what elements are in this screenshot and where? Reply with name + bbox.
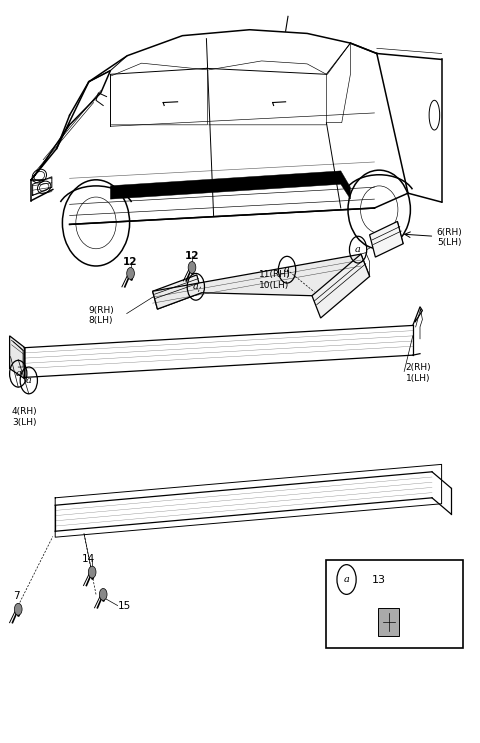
Text: a: a (355, 245, 361, 254)
Polygon shape (312, 254, 370, 318)
Text: a: a (284, 265, 290, 274)
Text: 13: 13 (372, 574, 386, 585)
Text: 6(RH)
5(LH): 6(RH) 5(LH) (437, 228, 463, 247)
Text: a: a (26, 376, 32, 385)
Circle shape (88, 566, 96, 578)
Text: a: a (344, 575, 349, 584)
Polygon shape (153, 275, 202, 309)
Circle shape (99, 588, 107, 600)
Text: 9(RH)
8(LH): 9(RH) 8(LH) (89, 306, 115, 325)
Bar (378, 609, 399, 637)
Circle shape (127, 267, 134, 279)
Text: 2(RH)
1(LH): 2(RH) 1(LH) (406, 363, 431, 383)
Text: a: a (193, 282, 199, 291)
Polygon shape (110, 171, 350, 199)
Text: 12: 12 (185, 250, 199, 261)
Polygon shape (153, 254, 370, 309)
Text: 4(RH)
3(LH): 4(RH) 3(LH) (12, 407, 37, 426)
Text: 14: 14 (82, 554, 96, 564)
Text: 15: 15 (118, 600, 131, 611)
Text: 7: 7 (13, 591, 20, 601)
Text: 12: 12 (122, 256, 137, 267)
Polygon shape (370, 221, 403, 257)
Bar (326, 560, 463, 648)
Circle shape (188, 262, 196, 273)
Circle shape (14, 603, 22, 615)
Polygon shape (10, 336, 25, 379)
Text: 11(RH)
10(LH): 11(RH) 10(LH) (259, 270, 291, 290)
Text: a: a (15, 369, 21, 378)
